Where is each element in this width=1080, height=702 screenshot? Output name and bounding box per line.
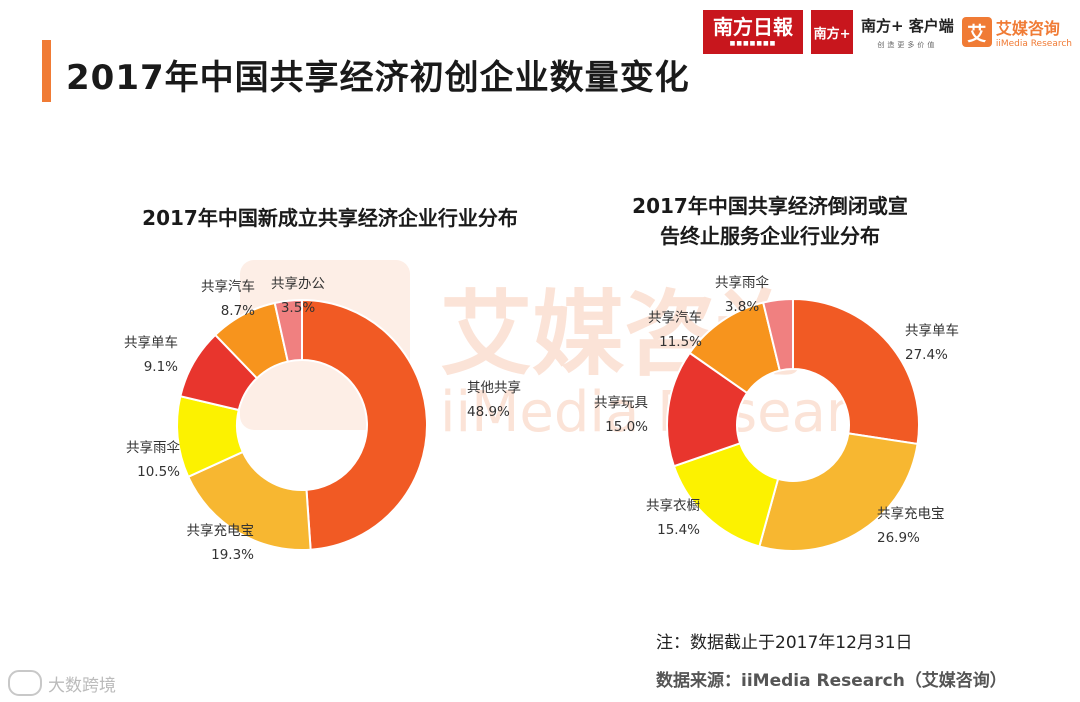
right-slice-label-0: 共享单车 [905, 322, 959, 339]
right-slice-value-1: 26.9% [877, 530, 920, 546]
right-slice-value-2: 15.4% [657, 522, 700, 538]
right-slice-label-2: 共享衣橱 [646, 497, 700, 514]
nanfang-daily-logo: 南方日報 ■■■■■■■ [703, 10, 804, 54]
right-slice-1 [758, 432, 919, 552]
left-slice-value-4: 8.7% [221, 303, 255, 319]
nanfang-client-logo: 南方+ 客户端 创造更多价值 [861, 16, 954, 49]
right-slice-value-5: 3.8% [725, 299, 759, 315]
right-slice-label-1: 共享充电宝 [877, 505, 945, 522]
left-slice-value-2: 10.5% [137, 464, 180, 480]
nanfang-plus-icon: 南方+ [811, 10, 854, 54]
title-accent-bar [42, 40, 51, 102]
left-slice-label-5: 共享办公 [271, 275, 325, 292]
left-slice-label-2: 共享雨伞 [126, 439, 180, 456]
left-slice-0 [301, 298, 428, 551]
left-slice-value-1: 19.3% [211, 547, 254, 563]
right-slice-label-4: 共享汽车 [648, 309, 702, 326]
imedia-mark-icon: 艾 [961, 17, 992, 47]
right-slice-2 [672, 442, 780, 548]
right-slice-value-3: 15.0% [605, 419, 648, 435]
page-title: 2017年中国共享经济初创企业数量变化 [66, 58, 690, 98]
left-slice-label-0: 其他共享 [467, 379, 521, 396]
header-logos: 南方日報 ■■■■■■■ 南方+ 南方+ 客户端 创造更多价值 艾 艾媒咨询 i… [703, 10, 1072, 54]
left-slice-5 [273, 298, 303, 363]
left-slice-value-0: 48.9% [467, 404, 510, 420]
right-slice-5 [761, 297, 794, 372]
left-slice-label-3: 共享单车 [124, 334, 178, 351]
right-slice-value-4: 11.5% [659, 334, 702, 350]
left-slice-value-3: 9.1% [144, 359, 178, 375]
left-slice-value-5: 3.5% [281, 300, 315, 316]
data-note: 注：数据截止于2017年12月31日 [656, 633, 913, 653]
right-slice-0 [792, 297, 920, 446]
imedia-logo: 艾 艾媒咨询 iiMedia Research [961, 15, 1072, 49]
left-chart-title: 2017年中国新成立共享经济企业行业分布 [142, 206, 518, 230]
right-slice-label-3: 共享玩具 [594, 394, 648, 411]
corner-watermark: 大数跨境 [8, 670, 116, 696]
left-slice-1 [186, 450, 312, 551]
right-chart-title: 2017年中国共享经济倒闭或宣 告终止服务企业行业分布 [632, 194, 908, 248]
right-slice-value-0: 27.4% [905, 347, 948, 363]
right-slice-label-5: 共享雨伞 [715, 274, 769, 291]
chat-bubble-icon [8, 670, 42, 696]
left-slice-label-4: 共享汽车 [201, 278, 255, 295]
left-slice-label-1: 共享充电宝 [187, 522, 255, 539]
data-source: 数据来源：iiMedia Research（艾媒咨询） [656, 671, 1007, 691]
